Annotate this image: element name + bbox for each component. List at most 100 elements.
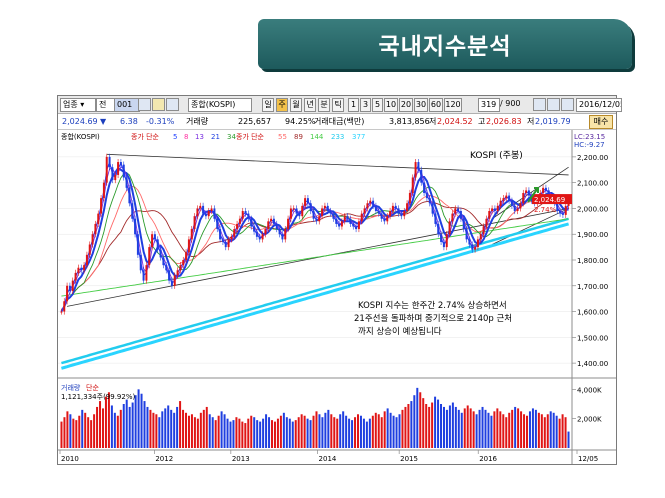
candle-body <box>289 208 292 219</box>
volume-bar <box>342 411 345 448</box>
kospi-chart-svg[interactable]: 1,400.00 1,500.00 1,600.00 1,700.00 1,800.00… <box>58 130 616 464</box>
minute-60-button[interactable]: 60 <box>429 98 443 112</box>
calendar-icon[interactable] <box>561 98 574 111</box>
minute-20-button[interactable]: 20 <box>399 98 413 112</box>
candle-body <box>346 216 349 219</box>
volume-bar <box>81 409 84 448</box>
period-minute-button[interactable]: 분 <box>318 98 330 112</box>
y-tick-label: 1,800.00 <box>577 257 608 265</box>
volume-bar <box>69 414 72 448</box>
volume-bar <box>368 418 371 448</box>
volume-bar <box>434 396 437 448</box>
speaker-icon[interactable] <box>166 98 179 111</box>
volume-bar <box>294 420 297 448</box>
chart-tool-icon[interactable] <box>547 98 560 111</box>
candle-body <box>111 167 114 181</box>
current-price: 2,024.69 <box>62 117 98 126</box>
volume-bar <box>170 409 173 448</box>
volume-bar <box>552 412 555 448</box>
buy-button[interactable]: 매수 <box>589 115 613 129</box>
period-week-button[interactable]: 주 <box>276 98 288 112</box>
volume-bar <box>365 421 368 448</box>
slide-title: 국내지수분석 <box>378 34 512 60</box>
candle-body <box>406 203 409 212</box>
candle-body <box>471 244 474 250</box>
volume-bar <box>285 417 288 448</box>
volume-bar <box>549 411 552 448</box>
candle-body <box>253 226 256 232</box>
market-select[interactable]: 업종 ▾ <box>60 98 96 112</box>
volume-bar <box>339 414 342 448</box>
candle-body <box>360 213 363 222</box>
candle-body <box>391 205 394 212</box>
volume-bar <box>437 399 440 448</box>
minute-10-label: 10 <box>385 100 397 109</box>
last-price-box <box>532 194 572 205</box>
candle-body <box>145 265 148 281</box>
search-icon[interactable] <box>152 98 165 111</box>
period-month-button[interactable]: 월 <box>290 98 302 112</box>
date-input[interactable]: 2016/12/05 <box>576 98 622 112</box>
volume-bar <box>540 414 543 448</box>
chart-window: 업종 ▾ 전 001 종합(KOSPI) 일 주 월 년 분 틱 1 3 5 1… <box>57 95 622 465</box>
candle-body <box>244 211 247 214</box>
volume-bar <box>478 409 481 448</box>
open-value: 2,019.79 <box>535 117 571 126</box>
volume-bar <box>205 406 208 448</box>
volume-bar <box>75 420 78 448</box>
candle-body <box>238 218 241 224</box>
volume-bar <box>303 415 306 448</box>
total-count: / 900 <box>500 99 521 108</box>
candle-body <box>165 265 168 271</box>
candle-body <box>349 218 352 224</box>
minute-30-button[interactable]: 30 <box>414 98 428 112</box>
volume-bar <box>422 398 425 448</box>
period-year-button[interactable]: 년 <box>304 98 316 112</box>
candle-body <box>202 205 205 214</box>
candle-body <box>80 267 83 271</box>
minute-120-button[interactable]: 120 <box>444 98 462 112</box>
volume-bar <box>442 406 445 448</box>
scope-select[interactable]: 전 <box>96 98 116 112</box>
volume-bar <box>104 396 107 448</box>
candle-body <box>74 272 77 281</box>
minute-30-label: 30 <box>415 100 427 109</box>
candle-body <box>491 208 494 212</box>
chart-settings-icon[interactable] <box>533 98 546 111</box>
volume-bar <box>238 418 241 448</box>
volume-bar <box>262 418 265 448</box>
display-count-input[interactable]: 319 <box>478 98 500 112</box>
candle-body <box>199 205 202 209</box>
candle-body <box>366 203 369 209</box>
volume-bar <box>534 409 537 448</box>
candle-body <box>417 162 420 170</box>
minute-5-button[interactable]: 5 <box>372 98 383 112</box>
volume-bar <box>413 395 416 448</box>
minute-3-button[interactable]: 3 <box>360 98 371 112</box>
volume-bar <box>395 417 398 448</box>
candle-body <box>505 195 508 199</box>
candle-body <box>190 229 193 240</box>
period-tick-button[interactable]: 틱 <box>332 98 344 112</box>
code-dropdown-icon[interactable] <box>138 98 151 111</box>
candle-body <box>162 257 165 266</box>
volume-bar <box>345 415 348 448</box>
x-tick-label: 2014 <box>319 455 337 463</box>
volume-bar <box>235 417 238 448</box>
volume-bar <box>253 417 256 448</box>
period-day-button[interactable]: 일 <box>262 98 274 112</box>
candle-body <box>329 211 332 214</box>
candle-body <box>236 223 239 230</box>
minute-10-button[interactable]: 10 <box>384 98 398 112</box>
candle-body <box>321 208 324 217</box>
candle-body <box>380 213 383 219</box>
candle-body <box>230 236 233 240</box>
candle-body <box>508 195 511 201</box>
volume-bar <box>398 414 401 448</box>
minute-1-button[interactable]: 1 <box>348 98 359 112</box>
code-input[interactable]: 001 <box>114 98 140 112</box>
volume-bar <box>567 431 570 448</box>
volume-bar <box>223 414 226 448</box>
candle-body <box>117 162 120 175</box>
volume-bar <box>472 411 475 448</box>
